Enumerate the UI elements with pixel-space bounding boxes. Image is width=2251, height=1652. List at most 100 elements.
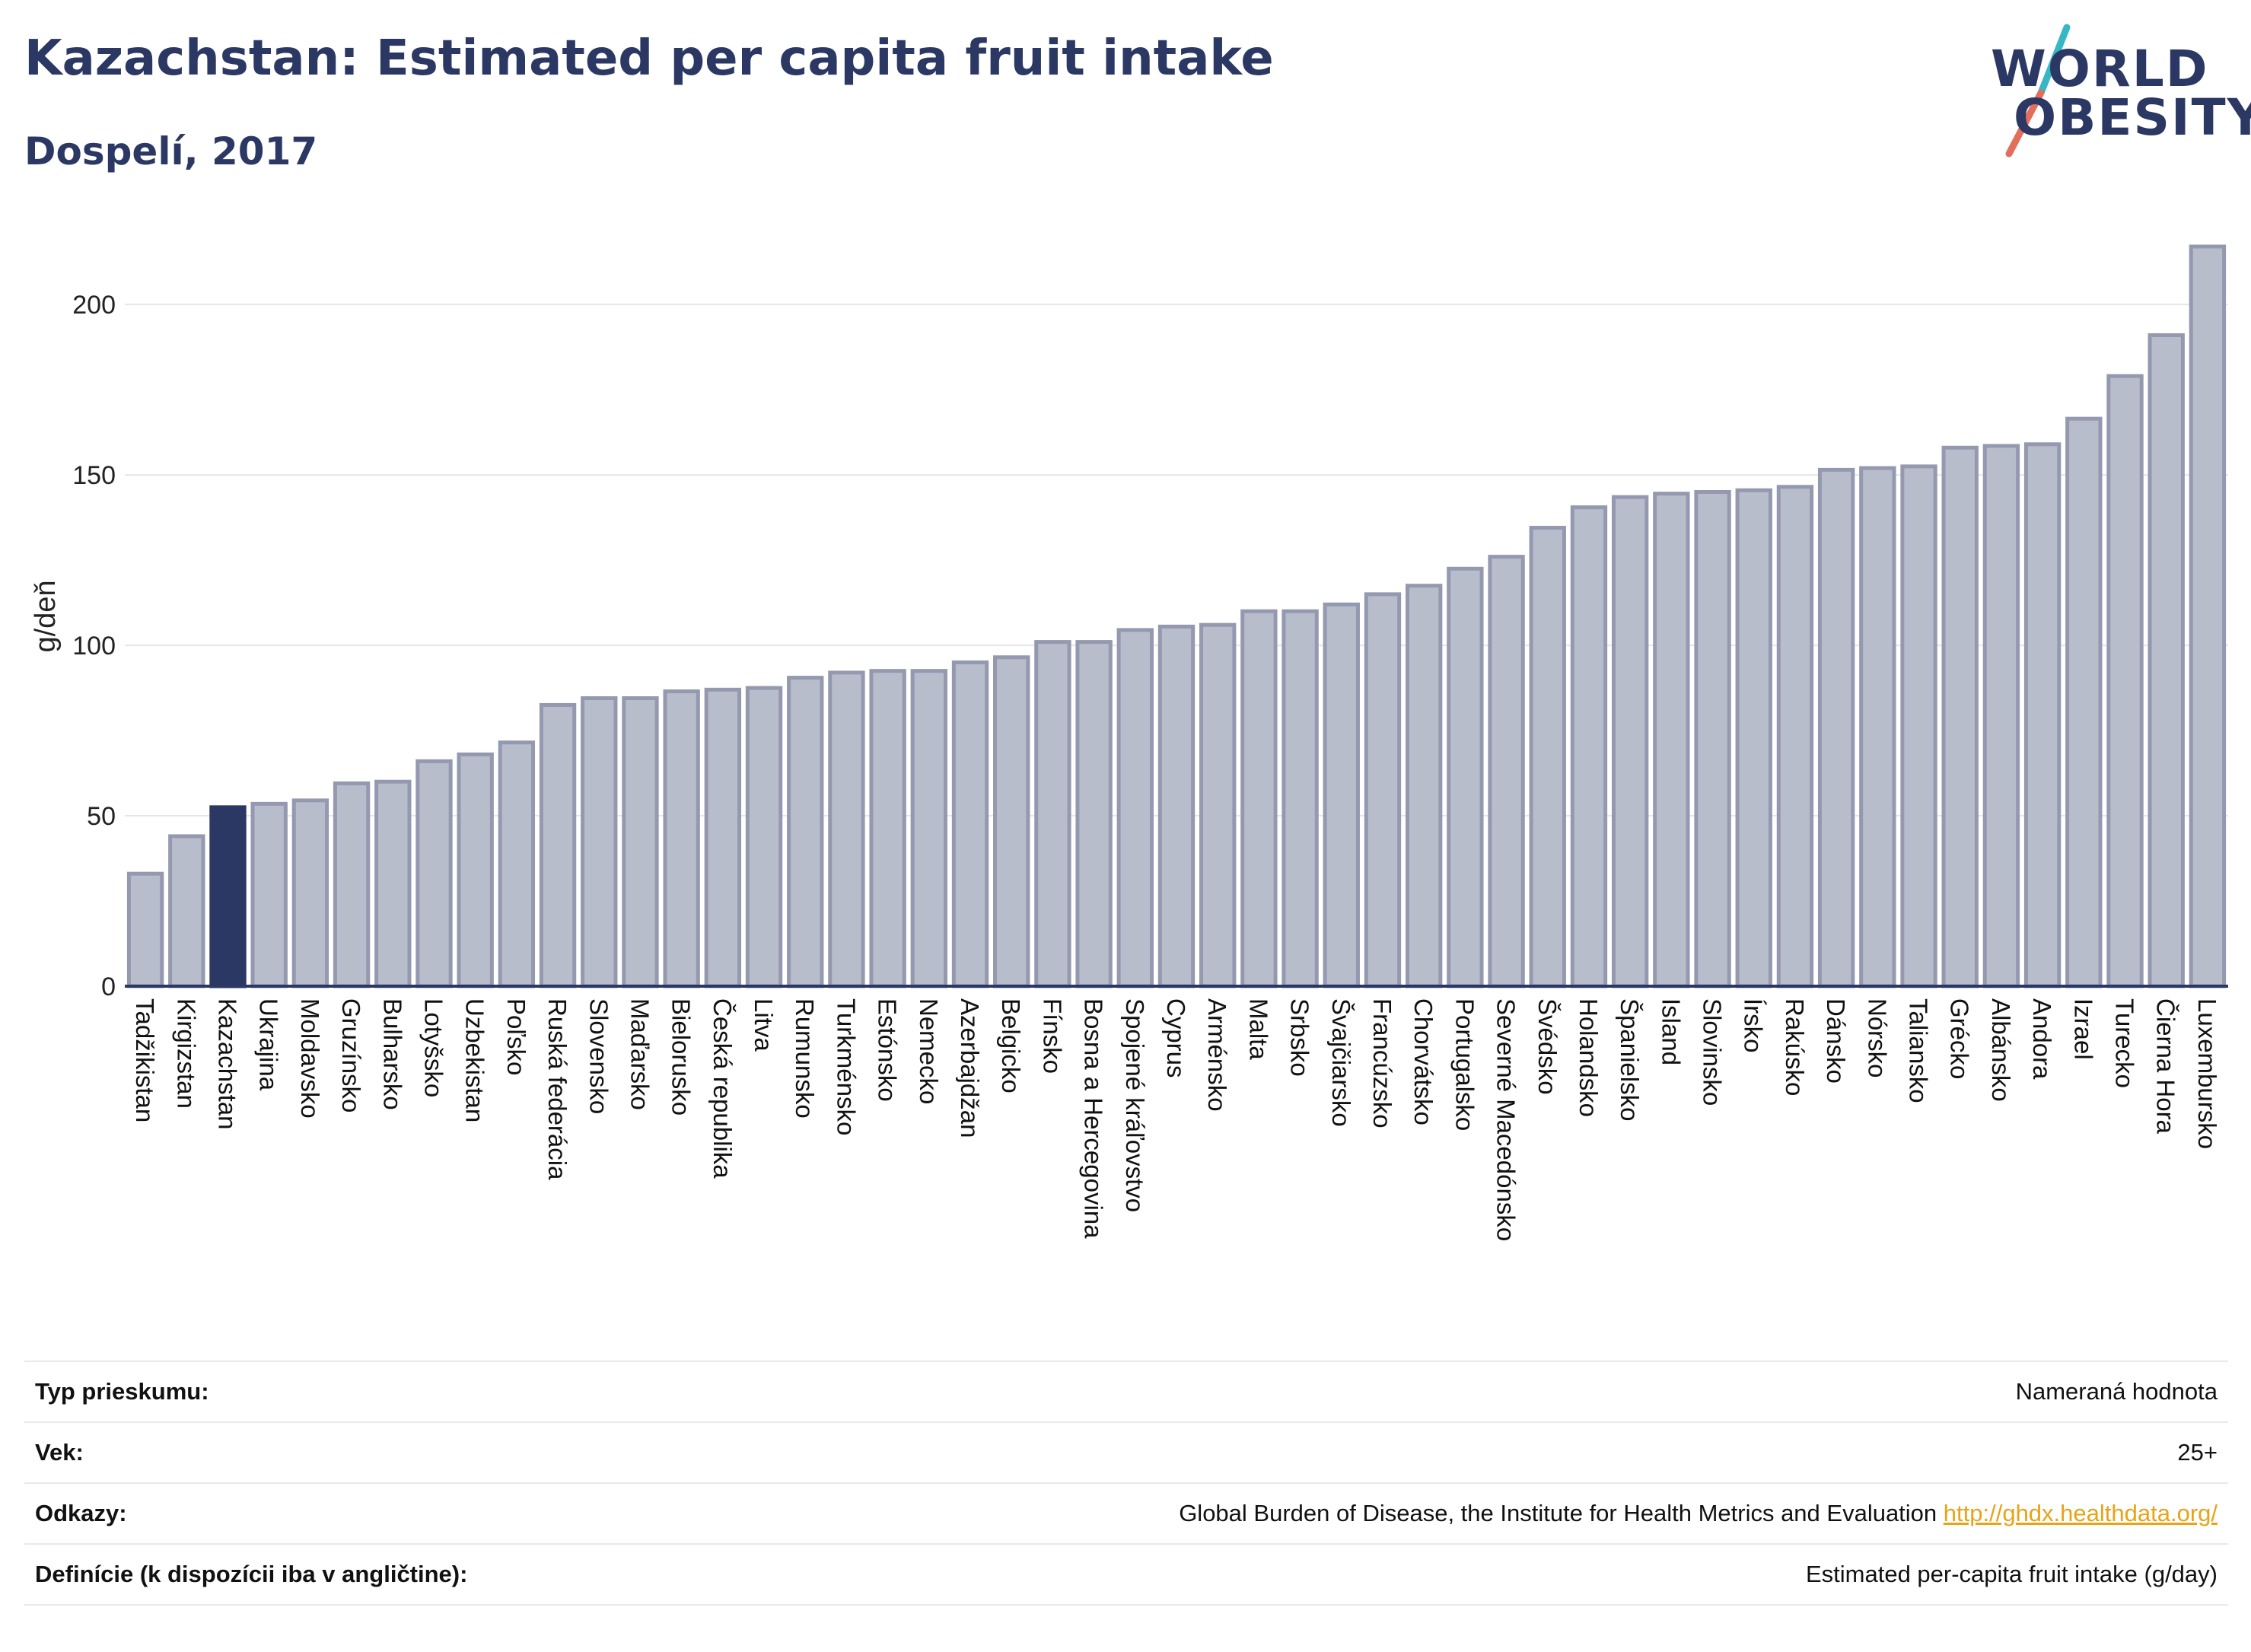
bar[interactable] — [787, 676, 824, 988]
bar[interactable] — [2065, 416, 2103, 988]
bar[interactable] — [333, 781, 371, 988]
bar[interactable] — [498, 740, 536, 988]
x-tick-label: Uzbekistan — [461, 998, 489, 1122]
x-tick-label: Bosna a Hercegovina — [1080, 998, 1108, 1239]
bar[interactable] — [828, 670, 865, 988]
bar[interactable] — [1199, 622, 1237, 988]
x-tick-label: Kazachstan — [213, 998, 241, 1129]
x-tick-label: Írsko — [1740, 998, 1768, 1053]
meta-row-survey-type: Typ prieskumu: Nameraná hodnota — [24, 1361, 2228, 1423]
x-tick-label: Slovinsko — [1699, 998, 1727, 1106]
x-tick-label: Cyprus — [1162, 998, 1190, 1078]
y-tick-label: 100 — [72, 632, 116, 660]
bar[interactable] — [457, 752, 494, 988]
bar[interactable] — [2148, 333, 2185, 988]
bar[interactable] — [1116, 628, 1154, 988]
bar[interactable] — [1817, 467, 1855, 988]
bar[interactable] — [2189, 244, 2227, 988]
x-tick-label: Estónsko — [874, 998, 902, 1102]
bar[interactable] — [1075, 640, 1113, 988]
meta-key: Typ prieskumu: — [24, 1361, 686, 1423]
meta-value: Estimated per-capita fruit intake (g/day… — [685, 1543, 2228, 1606]
x-tick-label: Turecko — [2111, 998, 2139, 1088]
bar[interactable] — [415, 759, 453, 988]
bar[interactable] — [126, 871, 164, 988]
x-tick-label: Severné Macedónsko — [1492, 998, 1520, 1241]
bar[interactable] — [291, 798, 330, 988]
bar[interactable] — [1941, 445, 1979, 988]
bar[interactable] — [993, 655, 1030, 988]
meta-row-references: Odkazy: Global Burden of Disease, the In… — [24, 1482, 2228, 1545]
meta-row-age: Vek: 25+ — [24, 1421, 2228, 1484]
bar[interactable] — [1364, 592, 1402, 988]
bar[interactable] — [1323, 602, 1360, 988]
x-tick-label: Portugalsko — [1450, 998, 1479, 1131]
bar[interactable] — [1488, 555, 1525, 988]
x-tick-label: Španielsko — [1616, 998, 1644, 1121]
x-tick-label: Fínsko — [1038, 998, 1066, 1074]
x-tick-label: Turkménsko — [832, 998, 860, 1135]
y-tick-label: 200 — [72, 291, 116, 320]
bar[interactable] — [1529, 526, 1566, 988]
x-tick-label: Švajčiarsko — [1327, 998, 1355, 1127]
bar[interactable] — [1447, 566, 1484, 988]
bar[interactable] — [663, 689, 700, 988]
meta-value: Nameraná hodnota — [685, 1361, 2228, 1423]
bar[interactable] — [1157, 624, 1196, 988]
bar[interactable] — [209, 805, 247, 988]
bars — [126, 244, 2227, 988]
bar[interactable] — [168, 834, 205, 988]
x-tick-label: Gruzínsko — [337, 998, 365, 1112]
meta-row-definitions: Definície (k dispozícii iba v angličtine… — [24, 1543, 2228, 1606]
bar[interactable] — [1034, 640, 1071, 988]
bar[interactable] — [1900, 464, 1937, 988]
bar[interactable] — [704, 687, 742, 988]
bar[interactable] — [622, 696, 659, 988]
meta-key: Odkazy: — [24, 1482, 686, 1545]
bar[interactable] — [1859, 466, 1896, 988]
x-tick-label: Bielorusko — [667, 998, 696, 1116]
bar[interactable] — [374, 779, 412, 988]
bar[interactable] — [2106, 374, 2144, 988]
meta-value: 25+ — [685, 1421, 2228, 1484]
y-tick-label: 150 — [72, 461, 116, 490]
bar[interactable] — [951, 660, 989, 988]
bar[interactable] — [1282, 609, 1319, 988]
bar[interactable] — [581, 696, 618, 988]
x-tick-label: Azerbajdžan — [956, 998, 984, 1138]
x-tick-label: Nórsko — [1863, 998, 1891, 1078]
bar[interactable] — [539, 702, 577, 988]
x-tick-label: Lotyšsko — [419, 998, 447, 1097]
bar[interactable] — [910, 669, 948, 988]
x-tick-label: Ruská federácia — [543, 998, 572, 1180]
bar[interactable] — [1570, 505, 1608, 988]
x-tick-label: Slovensko — [584, 998, 613, 1114]
bar[interactable] — [1694, 490, 1731, 988]
bar[interactable] — [1735, 488, 1772, 988]
x-tick-label: Dánsko — [1822, 998, 1850, 1084]
bar[interactable] — [1240, 609, 1278, 988]
bar[interactable] — [1982, 444, 2020, 988]
bar[interactable] — [745, 686, 783, 988]
x-tick-label: Holandsko — [1574, 998, 1603, 1117]
bar[interactable] — [1776, 485, 1814, 988]
meta-key: Definície (k dispozícii iba v angličtine… — [24, 1543, 686, 1606]
x-tick-label: Poľsko — [502, 998, 530, 1075]
reference-link[interactable]: http://ghdx.healthdata.org/ — [1943, 1500, 2218, 1526]
y-axis-label: g/deň — [30, 580, 62, 652]
bar[interactable] — [2023, 442, 2062, 988]
x-tick-label: Srbsko — [1286, 998, 1314, 1077]
world-obesity-logo[interactable]: WORLD OBESITY — [1979, 23, 2251, 167]
bar[interactable] — [869, 669, 906, 988]
x-tick-label: Kirgizstan — [172, 998, 200, 1109]
bar[interactable] — [250, 801, 288, 988]
bar[interactable] — [1405, 584, 1443, 988]
x-tick-label: Luxembursko — [2193, 998, 2221, 1149]
bar[interactable] — [1653, 492, 1690, 988]
bar[interactable] — [1611, 495, 1649, 988]
x-tick-label: Albánsko — [1987, 998, 2015, 1102]
chart-subtitle: Dospelí, 2017 — [24, 129, 318, 173]
x-tick-label: Taliansko — [1905, 998, 1933, 1103]
x-tick-label: Litva — [750, 998, 778, 1052]
x-tick-label: Čierna Hora — [2152, 998, 2180, 1135]
